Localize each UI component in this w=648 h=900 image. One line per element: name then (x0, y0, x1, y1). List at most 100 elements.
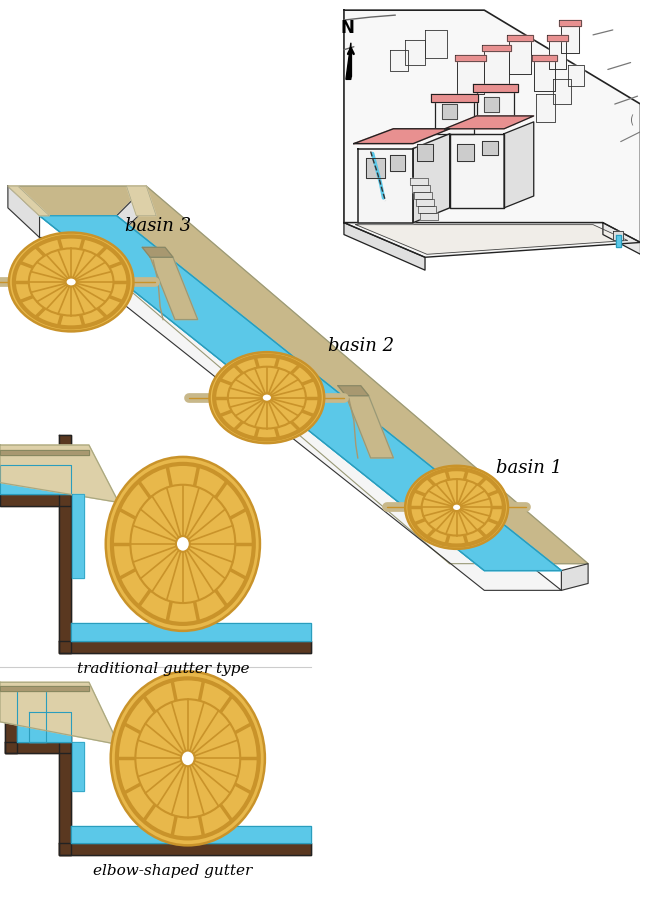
Polygon shape (0, 682, 119, 744)
Ellipse shape (111, 671, 265, 845)
Polygon shape (390, 156, 405, 171)
Polygon shape (365, 158, 386, 178)
Polygon shape (354, 129, 450, 144)
Polygon shape (568, 65, 584, 86)
Polygon shape (0, 464, 71, 494)
Ellipse shape (106, 457, 260, 631)
Polygon shape (344, 222, 425, 270)
Polygon shape (40, 238, 561, 590)
Ellipse shape (228, 366, 306, 428)
Polygon shape (405, 40, 425, 65)
Polygon shape (412, 185, 430, 192)
Polygon shape (40, 216, 561, 571)
Polygon shape (40, 216, 561, 571)
Polygon shape (553, 79, 572, 104)
Polygon shape (549, 40, 566, 69)
Polygon shape (478, 89, 514, 124)
Polygon shape (5, 700, 71, 712)
Ellipse shape (65, 277, 76, 286)
Polygon shape (0, 453, 71, 464)
Polygon shape (346, 396, 393, 458)
Polygon shape (482, 140, 498, 156)
Polygon shape (431, 94, 478, 102)
Ellipse shape (405, 466, 508, 549)
Text: N: N (341, 19, 355, 37)
Polygon shape (559, 20, 581, 26)
Polygon shape (344, 10, 640, 242)
Polygon shape (150, 257, 198, 320)
Polygon shape (603, 222, 640, 255)
Polygon shape (455, 55, 486, 60)
Polygon shape (484, 97, 499, 112)
Polygon shape (613, 230, 623, 240)
Polygon shape (410, 178, 428, 185)
Text: basin 1: basin 1 (496, 459, 562, 477)
Polygon shape (60, 641, 311, 652)
Polygon shape (390, 50, 408, 71)
Polygon shape (143, 248, 173, 257)
Ellipse shape (176, 536, 190, 552)
Polygon shape (346, 43, 351, 79)
Polygon shape (17, 688, 47, 742)
Polygon shape (418, 206, 436, 212)
Polygon shape (504, 122, 534, 208)
Ellipse shape (181, 751, 195, 766)
Polygon shape (445, 116, 534, 129)
Ellipse shape (452, 504, 461, 511)
Polygon shape (616, 235, 621, 248)
Ellipse shape (209, 352, 324, 443)
Polygon shape (126, 186, 156, 216)
Polygon shape (457, 59, 484, 94)
Polygon shape (450, 134, 504, 208)
Polygon shape (425, 30, 446, 58)
Ellipse shape (422, 479, 492, 536)
Polygon shape (5, 688, 17, 753)
Polygon shape (71, 623, 311, 641)
Ellipse shape (29, 248, 113, 316)
Polygon shape (29, 712, 71, 742)
Polygon shape (8, 186, 588, 563)
Polygon shape (60, 688, 71, 855)
Polygon shape (420, 212, 438, 220)
Polygon shape (71, 825, 311, 843)
Polygon shape (509, 40, 531, 75)
Polygon shape (435, 99, 474, 134)
Polygon shape (72, 742, 84, 791)
Polygon shape (60, 843, 311, 855)
Ellipse shape (130, 485, 235, 603)
Polygon shape (532, 55, 557, 60)
Polygon shape (356, 225, 628, 255)
Polygon shape (8, 186, 40, 238)
Polygon shape (474, 85, 518, 92)
Polygon shape (0, 686, 89, 691)
Polygon shape (561, 25, 579, 53)
Polygon shape (117, 186, 146, 238)
Polygon shape (457, 144, 474, 161)
Ellipse shape (135, 699, 240, 817)
Ellipse shape (9, 232, 133, 331)
Polygon shape (0, 494, 71, 507)
Polygon shape (536, 94, 555, 122)
Polygon shape (72, 494, 84, 579)
Polygon shape (561, 563, 588, 590)
Polygon shape (338, 386, 369, 396)
Text: ⁀: ⁀ (636, 114, 648, 125)
Polygon shape (344, 222, 640, 257)
Ellipse shape (262, 393, 272, 401)
Polygon shape (416, 199, 434, 206)
Polygon shape (8, 186, 49, 216)
Text: basin 2: basin 2 (328, 338, 394, 356)
Text: elbow-shaped gutter: elbow-shaped gutter (93, 864, 253, 878)
Text: basin 3: basin 3 (125, 217, 191, 235)
Polygon shape (482, 45, 511, 50)
Polygon shape (484, 50, 509, 87)
Polygon shape (414, 192, 432, 199)
Polygon shape (5, 742, 71, 753)
Polygon shape (417, 144, 433, 161)
Polygon shape (442, 104, 457, 119)
Text: traditional gutter type: traditional gutter type (77, 662, 249, 677)
Polygon shape (358, 148, 413, 222)
Polygon shape (546, 35, 568, 40)
Polygon shape (534, 59, 555, 91)
Polygon shape (0, 446, 119, 502)
